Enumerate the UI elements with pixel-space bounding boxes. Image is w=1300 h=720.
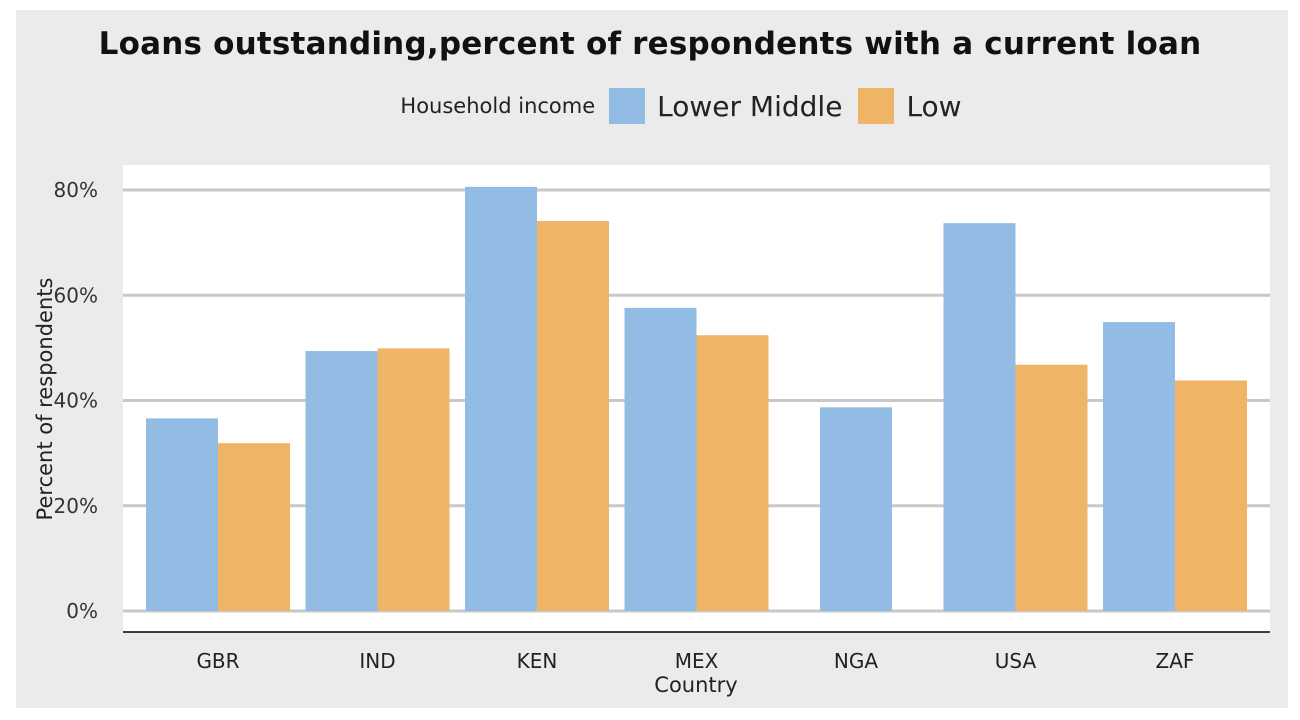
bar-zaf-lower-middle [1103, 322, 1175, 611]
y-tick-label: 60% [54, 283, 98, 307]
legend: Household income Lower Middle Low [0, 88, 1300, 124]
x-tick-label: KEN [517, 649, 558, 673]
x-tick-label: MEX [675, 649, 719, 673]
y-tick-label: 0% [66, 599, 98, 623]
bar-ind-lower-middle [305, 351, 378, 611]
bar-gbr-lower-middle [146, 418, 218, 611]
bar-gbr-low [218, 443, 290, 611]
chart-title: Loans outstanding,percent of respondents… [98, 26, 1202, 62]
y-tick-label: 80% [54, 178, 98, 202]
legend-swatch-lower-middle [609, 88, 646, 124]
y-axis-label: Percent of respondents [33, 278, 57, 521]
legend-swatch-low [858, 88, 895, 124]
bar-ken-lower-middle [465, 186, 537, 611]
legend-item-low: Low [858, 88, 962, 124]
bar-nga-lower-middle [820, 407, 892, 611]
bar-usa-lower-middle [943, 223, 1016, 611]
x-tick-label: USA [995, 649, 1037, 673]
x-axis-ticks: GBR IND KEN MEX NGA USA ZAF [196, 649, 1194, 673]
bar-ind-low [377, 348, 450, 611]
bar-usa-low [1015, 364, 1088, 611]
legend-label-low: Low [906, 89, 962, 123]
x-tick-label: IND [359, 649, 395, 673]
bar-ken-low [537, 221, 609, 611]
y-tick-label: 40% [54, 389, 98, 413]
bar-mex-low [696, 335, 769, 611]
x-axis-label: Country [654, 673, 737, 697]
y-axis-ticks: 0% 20% 40% 60% 80% [54, 178, 98, 623]
bar-mex-lower-middle [624, 307, 697, 611]
x-tick-label: GBR [196, 649, 239, 673]
legend-label-lower-middle: Lower Middle [657, 89, 843, 123]
legend-title: Household income [400, 94, 596, 118]
legend-item-lower-middle: Lower Middle [609, 88, 842, 124]
x-tick-label: ZAF [1156, 649, 1195, 673]
y-tick-label: 20% [54, 494, 98, 518]
bars [146, 186, 1247, 611]
bar-zaf-low [1175, 380, 1247, 611]
x-tick-label: NGA [834, 649, 878, 673]
